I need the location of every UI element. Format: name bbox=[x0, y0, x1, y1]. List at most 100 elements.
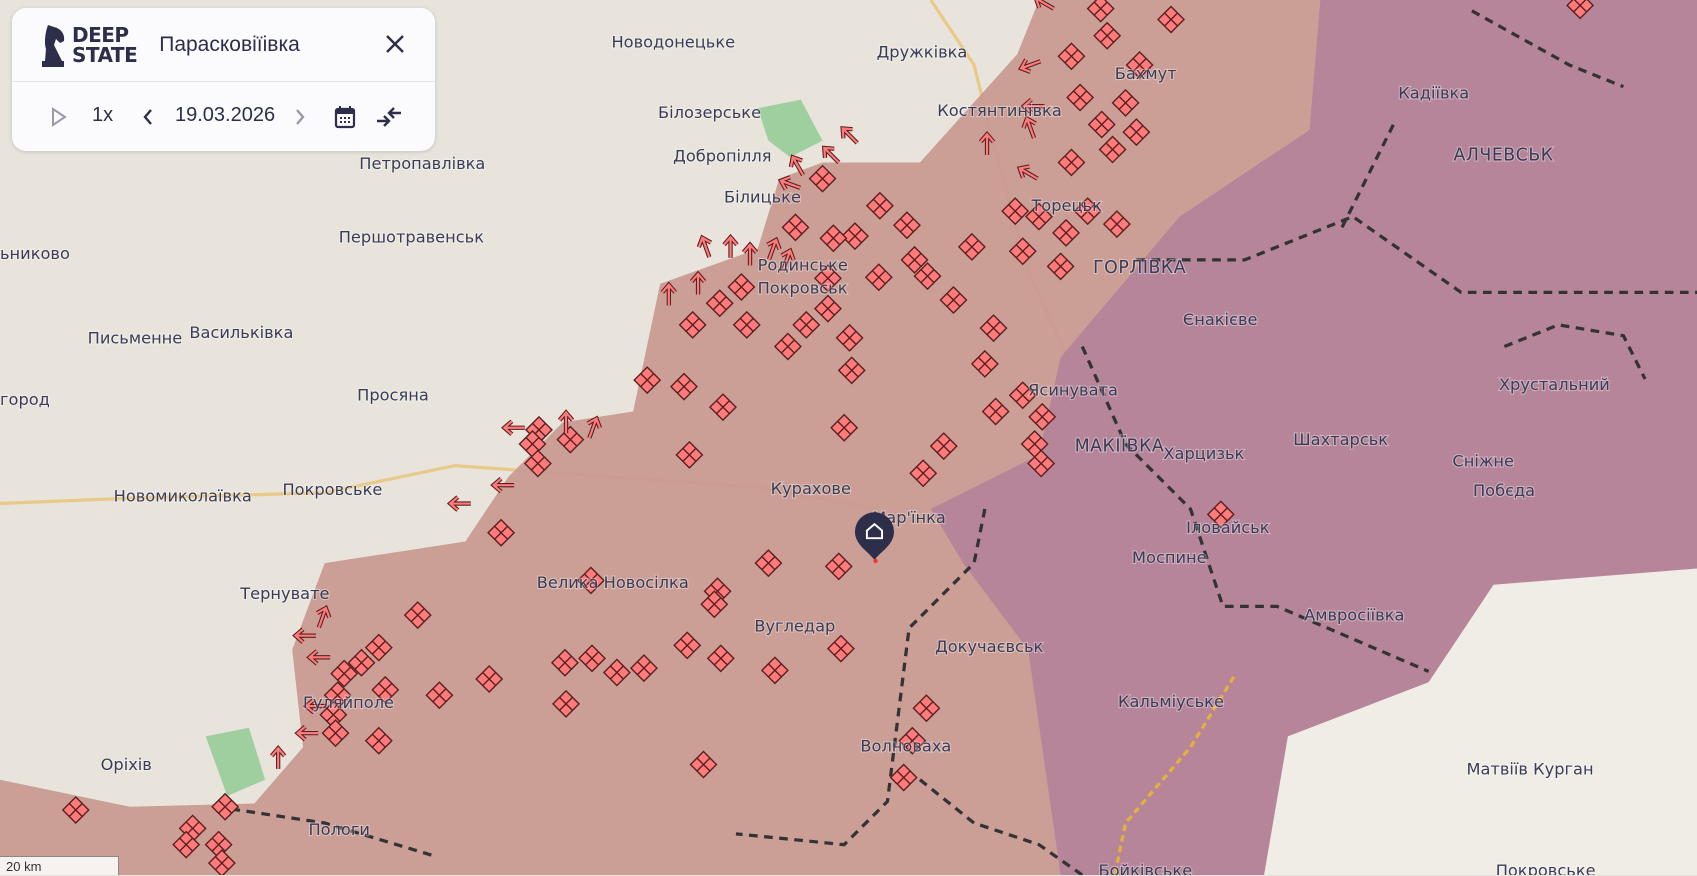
attack-marker[interactable] bbox=[678, 310, 707, 339]
attack-marker[interactable] bbox=[1206, 500, 1235, 529]
attack-marker[interactable] bbox=[781, 213, 810, 242]
attack-marker[interactable] bbox=[364, 633, 393, 662]
deepstate-logo[interactable]: DEEP STATE bbox=[42, 23, 138, 67]
attack-marker[interactable] bbox=[1024, 202, 1053, 231]
attack-marker[interactable] bbox=[330, 659, 359, 688]
attack-marker[interactable] bbox=[727, 272, 756, 301]
attack-marker[interactable] bbox=[211, 792, 240, 821]
attack-marker[interactable] bbox=[578, 644, 606, 673]
chevron-right-icon[interactable] bbox=[294, 108, 306, 126]
attack-marker[interactable] bbox=[1111, 88, 1140, 117]
attack-marker[interactable] bbox=[939, 285, 968, 314]
attack-marker[interactable] bbox=[475, 665, 504, 693]
attack-marker[interactable] bbox=[889, 763, 918, 792]
collapse-arrows-icon[interactable] bbox=[375, 105, 403, 129]
calendar-icon[interactable] bbox=[334, 105, 356, 129]
city-label: Амвросіївка bbox=[1304, 606, 1404, 625]
attack-marker[interactable] bbox=[629, 654, 658, 683]
attack-marker[interactable] bbox=[670, 372, 698, 401]
attack-marker[interactable] bbox=[700, 590, 729, 619]
attack-marker[interactable] bbox=[61, 796, 90, 825]
attack-marker[interactable] bbox=[824, 552, 853, 581]
close-icon[interactable] bbox=[383, 32, 407, 56]
attack-marker[interactable] bbox=[1028, 402, 1057, 431]
attack-marker[interactable] bbox=[602, 658, 631, 687]
attack-marker[interactable] bbox=[892, 211, 921, 240]
attack-marker[interactable] bbox=[909, 459, 938, 488]
attack-marker[interactable] bbox=[689, 750, 718, 779]
attack-marker[interactable] bbox=[347, 648, 376, 677]
attack-marker[interactable] bbox=[321, 719, 350, 748]
attack-marker[interactable] bbox=[808, 164, 837, 193]
speed-button[interactable]: 1x bbox=[92, 104, 114, 126]
attack-marker[interactable] bbox=[900, 245, 929, 274]
attack-marker[interactable] bbox=[970, 349, 999, 378]
attack-marker[interactable] bbox=[705, 289, 734, 318]
attack-marker[interactable] bbox=[403, 601, 432, 630]
attack-marker[interactable] bbox=[1008, 381, 1037, 410]
attack-marker[interactable] bbox=[1052, 218, 1081, 247]
attack-marker[interactable] bbox=[673, 631, 702, 660]
attack-marker[interactable] bbox=[518, 430, 547, 458]
attack-marker[interactable] bbox=[371, 675, 400, 704]
attack-marker[interactable] bbox=[898, 726, 927, 755]
attack-marker[interactable] bbox=[826, 634, 855, 663]
attack-marker[interactable] bbox=[792, 310, 821, 339]
attack-marker[interactable] bbox=[1125, 50, 1154, 79]
attack-marker[interactable] bbox=[732, 310, 761, 339]
attack-marker[interactable] bbox=[425, 681, 454, 710]
attack-marker[interactable] bbox=[979, 314, 1008, 343]
attack-marker[interactable] bbox=[864, 263, 893, 292]
attack-marker[interactable] bbox=[760, 656, 789, 685]
play-icon[interactable] bbox=[50, 107, 68, 127]
attack-marker[interactable] bbox=[552, 689, 581, 718]
attack-marker[interactable] bbox=[1157, 5, 1185, 34]
attack-marker[interactable] bbox=[1087, 110, 1116, 139]
attack-marker[interactable] bbox=[172, 830, 201, 859]
attack-marker[interactable] bbox=[550, 648, 579, 677]
attack-marker[interactable] bbox=[1102, 210, 1131, 239]
attack-marker[interactable] bbox=[1046, 252, 1075, 281]
attack-marker[interactable] bbox=[841, 222, 869, 251]
attack-marker[interactable] bbox=[1066, 83, 1095, 112]
attack-marker[interactable] bbox=[813, 294, 842, 323]
attack-marker[interactable] bbox=[576, 566, 605, 595]
attack-marker[interactable] bbox=[364, 726, 393, 755]
attack-marker[interactable] bbox=[981, 397, 1010, 426]
advance-arrow-icon bbox=[1021, 115, 1037, 139]
attack-marker[interactable] bbox=[1093, 21, 1122, 50]
attack-marker[interactable] bbox=[1027, 449, 1056, 478]
attack-marker[interactable] bbox=[913, 262, 942, 291]
location-pin[interactable] bbox=[854, 512, 894, 564]
attack-marker[interactable] bbox=[754, 549, 783, 578]
attack-marker[interactable] bbox=[1122, 118, 1151, 147]
attack-marker[interactable] bbox=[708, 393, 737, 422]
attack-marker[interactable] bbox=[633, 366, 662, 395]
attack-marker[interactable] bbox=[487, 518, 516, 547]
attack-marker[interactable] bbox=[1001, 197, 1030, 226]
attack-marker[interactable] bbox=[837, 356, 866, 385]
chevron-left-icon[interactable] bbox=[142, 108, 154, 126]
attack-marker[interactable] bbox=[1098, 135, 1127, 164]
attack-marker[interactable] bbox=[1057, 148, 1086, 177]
attack-marker[interactable] bbox=[912, 694, 941, 723]
attack-marker[interactable] bbox=[706, 644, 735, 673]
attack-marker[interactable] bbox=[1073, 197, 1102, 226]
attack-marker[interactable] bbox=[957, 232, 986, 261]
attack-marker[interactable] bbox=[207, 849, 236, 875]
attack-marker[interactable] bbox=[1086, 0, 1115, 23]
attack-marker[interactable] bbox=[813, 264, 842, 293]
attack-marker[interactable] bbox=[1008, 237, 1037, 266]
attack-marker[interactable] bbox=[830, 413, 859, 442]
attack-marker[interactable] bbox=[675, 440, 704, 469]
attack-marker[interactable] bbox=[819, 224, 848, 253]
attack-marker[interactable] bbox=[523, 449, 552, 478]
attack-marker[interactable] bbox=[1566, 0, 1595, 20]
attack-marker[interactable] bbox=[1057, 42, 1086, 71]
attack-marker[interactable] bbox=[865, 191, 894, 220]
attack-marker[interactable] bbox=[929, 432, 958, 461]
date-display[interactable]: 19.03.2026 bbox=[175, 104, 276, 126]
attack-marker[interactable] bbox=[773, 332, 802, 361]
attack-marker[interactable] bbox=[835, 323, 864, 352]
